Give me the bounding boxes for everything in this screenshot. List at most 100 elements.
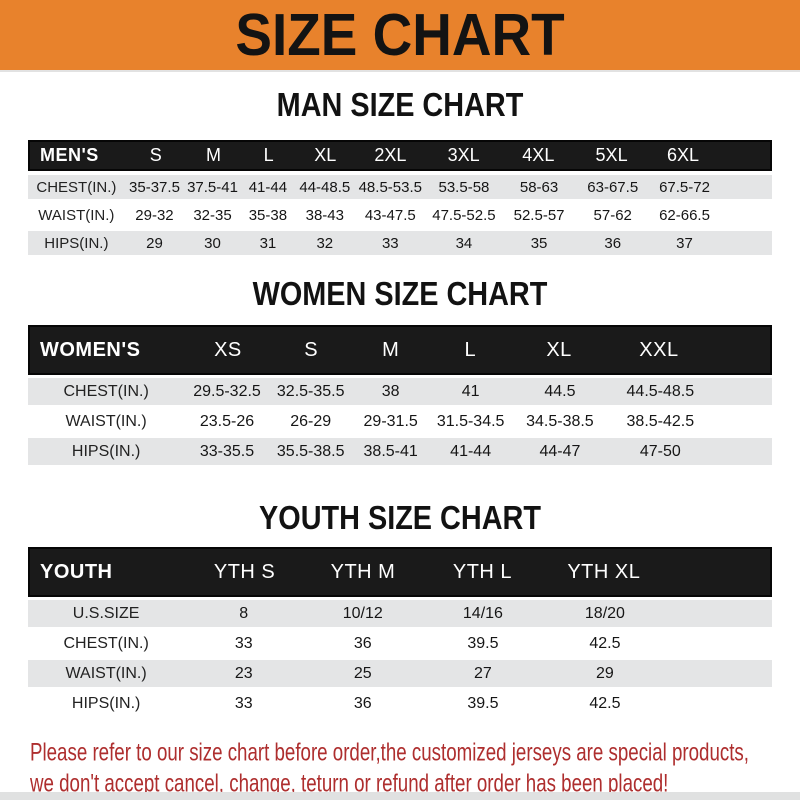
value-cell: 26-29: [290, 412, 332, 430]
row-label: WAIST(IN.): [38, 206, 115, 224]
size-column-header: L: [263, 145, 274, 165]
value-cell: 33-35.5: [199, 442, 255, 460]
row-label: CHEST(IN.): [63, 382, 149, 400]
size-column-header: S: [149, 145, 162, 165]
value-cell: 29-31.5: [363, 412, 418, 430]
men-section-heading: MAN SIZE CHART: [276, 85, 524, 124]
value-cell: 37: [676, 234, 693, 252]
page-title: SIZE CHART: [235, 1, 565, 68]
value-cell: 62-66.5: [659, 206, 710, 224]
value-cell: 31: [259, 234, 277, 252]
bottom-edge-strip: [0, 792, 800, 800]
size-column-header: M: [205, 145, 221, 165]
value-cell: 23: [234, 664, 253, 682]
value-cell: 41: [461, 382, 480, 400]
value-cell: 44-48.5: [299, 178, 351, 196]
row-label: CHEST(IN.): [36, 178, 117, 196]
value-cell: 41-44: [450, 442, 492, 460]
value-cell: 34: [455, 234, 473, 252]
value-cell: 35-38: [248, 206, 288, 224]
value-cell: 39.5: [467, 694, 499, 712]
size-column-header: 6XL: [666, 145, 699, 165]
value-cell: 29.5-32.5: [193, 382, 261, 400]
size-column-header: YTH XL: [567, 560, 641, 583]
value-cell: 35.5-38.5: [276, 442, 345, 460]
row-label: U.S.SIZE: [72, 604, 140, 622]
youth-group-label: YOUTH: [40, 560, 113, 583]
size-column-header: XXL: [639, 338, 679, 361]
youth-size-table: YOUTH YTH S YTH M YTH L YTH XL U.S.SIZE …: [28, 547, 772, 717]
value-cell: 43-47.5: [364, 206, 416, 224]
value-cell: 29: [596, 664, 614, 682]
value-cell: 44.5: [544, 382, 576, 400]
value-cell: 14/16: [462, 604, 503, 622]
value-cell: 35: [530, 234, 548, 252]
value-cell: 63-67.5: [587, 178, 639, 196]
size-column-header: YTH M: [330, 560, 396, 583]
row-label: HIPS(IN.): [71, 694, 141, 712]
value-cell: 18/20: [584, 604, 625, 622]
value-cell: 30: [204, 234, 221, 252]
value-cell: 53.5-58: [438, 178, 490, 196]
value-cell: 57-62: [593, 206, 632, 224]
size-column-header: YTH L: [452, 560, 513, 583]
size-column-header: XS: [214, 338, 242, 361]
value-cell: 48.5-53.5: [358, 178, 422, 196]
table-row: WAIST(IN.) 29-32 32-35 35-38 38-43 43-47…: [28, 203, 772, 227]
men-table-header-row: MEN'S S M L XL 2XL 3XL 4XL 5XL 6XL: [28, 140, 772, 171]
value-cell: 33: [234, 634, 253, 652]
value-cell: 41-44: [248, 178, 288, 196]
table-row: HIPS(IN.) 33-35.5 35.5-38.5 38.5-41 41-4…: [28, 438, 772, 465]
row-label: WAIST(IN.): [65, 664, 147, 682]
row-label: HIPS(IN.): [44, 234, 109, 252]
size-column-header: 4XL: [522, 145, 555, 165]
youth-table-header-row: YOUTH YTH S YTH M YTH L YTH XL: [28, 547, 772, 597]
value-cell: 10/12: [342, 604, 383, 622]
size-column-header: M: [382, 338, 400, 361]
value-cell: 8: [239, 604, 249, 622]
size-column-header: 2XL: [374, 145, 407, 165]
value-cell: 32.5-35.5: [276, 382, 345, 400]
size-column-header: 3XL: [447, 145, 480, 165]
value-cell: 42.5: [589, 694, 621, 712]
size-column-header: XL: [546, 338, 572, 361]
value-cell: 25: [353, 664, 372, 682]
women-group-label: WOMEN'S: [40, 338, 141, 361]
value-cell: 36: [604, 234, 622, 252]
size-column-header: S: [304, 338, 319, 361]
table-row: WAIST(IN.) 23 25 27 29: [28, 660, 772, 687]
women-table-header-row: WOMEN'S XS S M L XL XXL: [28, 325, 772, 375]
value-cell: 35-37.5: [129, 178, 180, 196]
value-cell: 36: [353, 634, 372, 652]
value-cell: 47-50: [639, 442, 681, 460]
table-row: CHEST(IN.) 29.5-32.5 32.5-35.5 38 41 44.…: [28, 378, 772, 405]
women-size-table: WOMEN'S XS S M L XL XXL CHEST(IN.) 29.5-…: [28, 325, 772, 465]
value-cell: 27: [474, 664, 492, 682]
table-row: U.S.SIZE 8 10/12 14/16 18/20: [28, 600, 772, 627]
table-row: HIPS(IN.) 33 36 39.5 42.5: [28, 690, 772, 717]
value-cell: 33: [381, 234, 399, 252]
men-group-label: MEN'S: [40, 145, 99, 165]
value-cell: 67.5-72: [659, 178, 710, 196]
value-cell: 32: [316, 234, 334, 252]
value-cell: 42.5: [589, 634, 621, 652]
row-label: HIPS(IN.): [71, 442, 141, 460]
value-cell: 29: [146, 234, 163, 252]
men-size-table: MEN'S S M L XL 2XL 3XL 4XL 5XL 6XL CHEST…: [28, 140, 772, 255]
table-row: WAIST(IN.) 23.5-26 26-29 29-31.5 31.5-34…: [28, 408, 772, 435]
value-cell: 32-35: [193, 206, 232, 224]
banner: SIZE CHART: [0, 0, 800, 72]
size-column-header: XL: [314, 145, 337, 165]
value-cell: 38.5-42.5: [626, 412, 695, 430]
size-column-header: L: [464, 338, 477, 361]
value-cell: 44.5-48.5: [626, 382, 695, 400]
value-cell: 38-43: [305, 206, 344, 224]
value-cell: 58-63: [519, 178, 559, 196]
value-cell: 34.5-38.5: [526, 412, 594, 430]
value-cell: 31.5-34.5: [436, 412, 505, 430]
value-cell: 36: [353, 694, 372, 712]
row-label: WAIST(IN.): [65, 412, 147, 430]
women-section-heading: WOMEN SIZE CHART: [252, 274, 548, 313]
value-cell: 23.5-26: [199, 412, 255, 430]
